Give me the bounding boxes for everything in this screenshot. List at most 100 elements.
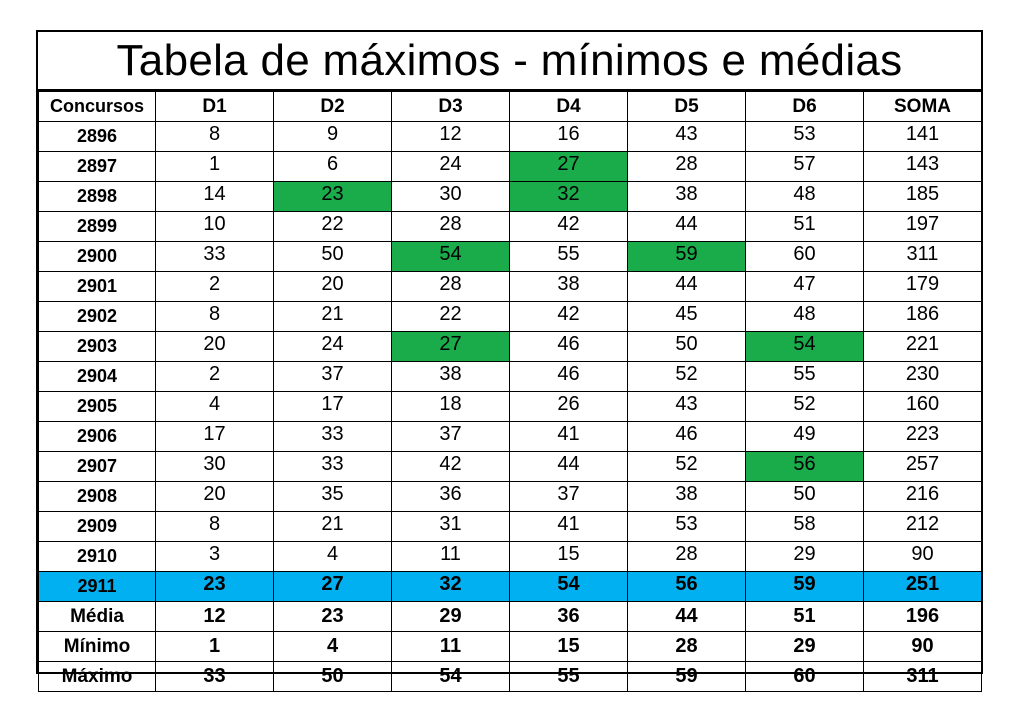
table-row: 2901 2 20 28 38 44 47 179 [38, 271, 982, 302]
sum-cell: 221 [863, 331, 982, 362]
value-cell: 2 [155, 361, 274, 392]
value-cell: 51 [745, 211, 864, 242]
sum-cell: 141 [863, 121, 982, 152]
table-row: 2900 33 50 54 55 59 60 311 [38, 241, 982, 272]
cell-value: 42 [557, 212, 580, 235]
draw-number-cell: 2911 [38, 571, 156, 602]
cell-value: 45 [675, 302, 698, 325]
cell-value: 50 [321, 242, 344, 265]
sum-cell: 257 [863, 451, 982, 482]
value-cell: 50 [273, 241, 392, 272]
stat-value-cell: 311 [863, 661, 982, 692]
cell-value: 56 [675, 572, 698, 595]
value-cell: 20 [155, 481, 274, 512]
draw-number-cell: 2910 [38, 541, 156, 572]
cell-value: 27 [321, 572, 344, 595]
stat-label: Média [38, 601, 156, 632]
cell-value: 230 [905, 362, 940, 385]
cell-value: 48 [793, 302, 816, 325]
value-cell: 37 [509, 481, 628, 512]
value-cell: 54 [391, 241, 510, 272]
value-cell: 17 [155, 421, 274, 452]
value-cell: 43 [627, 391, 746, 422]
cell-value: 27 [557, 152, 580, 175]
draw-number-cell: 2906 [38, 421, 156, 452]
sum-cell: 160 [863, 391, 982, 422]
value-cell: 45 [627, 301, 746, 332]
value-cell: 21 [273, 301, 392, 332]
stat-value-cell: 29 [745, 631, 864, 662]
cell-value: 221 [905, 332, 940, 355]
value-cell: 43 [627, 121, 746, 152]
stat-value-cell: 1 [155, 631, 274, 662]
cell-value: 42 [557, 302, 580, 325]
cell-value: 90 [911, 542, 934, 565]
value-cell: 44 [509, 451, 628, 482]
cell-value: 23 [203, 572, 226, 595]
cell-value: 3 [208, 542, 221, 565]
cell-value: 55 [793, 362, 816, 385]
value-cell: 33 [273, 451, 392, 482]
cell-value: 44 [675, 272, 698, 295]
stat-value-cell: 15 [509, 631, 628, 662]
value-cell: 4 [273, 541, 392, 572]
value-cell: 59 [627, 241, 746, 272]
cell-value: 59 [675, 242, 698, 265]
value-cell: 35 [273, 481, 392, 512]
table-row: 2896 8 9 12 16 43 53 141 [38, 121, 982, 152]
cell-value: 10 [203, 212, 226, 235]
value-cell: 59 [745, 571, 864, 602]
value-cell: 32 [509, 181, 628, 212]
cell-value: 197 [905, 212, 940, 235]
sum-cell: 251 [863, 571, 982, 602]
value-cell: 44 [627, 211, 746, 242]
cell-value: 28 [675, 542, 698, 565]
value-cell: 32 [391, 571, 510, 602]
cell-value: 32 [557, 182, 580, 205]
cell-value: 46 [557, 362, 580, 385]
cell-value: 37 [557, 482, 580, 505]
cell-value: 11 [440, 542, 461, 565]
table-row: 2902 8 21 22 42 45 48 186 [38, 301, 982, 332]
value-cell: 33 [155, 241, 274, 272]
value-cell: 26 [509, 391, 628, 422]
cell-value: 22 [439, 302, 462, 325]
value-cell: 22 [273, 211, 392, 242]
cell-value: 20 [203, 332, 226, 355]
draw-number-cell: 2901 [38, 271, 156, 302]
cell-value: 160 [905, 392, 940, 415]
value-cell: 42 [391, 451, 510, 482]
cell-value: 27 [439, 332, 462, 355]
value-cell: 3 [155, 541, 274, 572]
value-cell: 6 [273, 151, 392, 182]
cell-value: 18 [439, 392, 462, 415]
cell-value: 49 [793, 422, 816, 445]
cell-value: 46 [557, 332, 580, 355]
stat-value-cell: 33 [155, 661, 274, 692]
value-cell: 58 [745, 511, 864, 542]
stat-value-cell: 50 [273, 661, 392, 692]
stat-value-cell: 59 [627, 661, 746, 692]
cell-value: 33 [321, 422, 344, 445]
cell-value: 311 [906, 242, 939, 265]
cell-value: 2 [208, 362, 221, 385]
value-cell: 28 [627, 541, 746, 572]
cell-value: 8 [208, 302, 221, 325]
draw-number-cell: 2900 [38, 241, 156, 272]
value-cell: 54 [745, 331, 864, 362]
value-cell: 28 [391, 211, 510, 242]
value-cell: 20 [155, 331, 274, 362]
value-cell: 11 [391, 541, 510, 572]
cell-value: 33 [203, 242, 226, 265]
value-cell: 12 [391, 121, 510, 152]
value-cell: 38 [391, 361, 510, 392]
cell-value: 212 [905, 512, 940, 535]
cell-value: 21 [321, 302, 344, 325]
value-cell: 2 [155, 271, 274, 302]
cell-value: 251 [905, 572, 940, 595]
sum-cell: 212 [863, 511, 982, 542]
table-row: 2910 3 4 11 15 28 29 90 [38, 541, 982, 572]
cell-value: 30 [203, 452, 226, 475]
value-cell: 8 [155, 301, 274, 332]
table-row: 2906 17 33 37 41 46 49 223 [38, 421, 982, 452]
